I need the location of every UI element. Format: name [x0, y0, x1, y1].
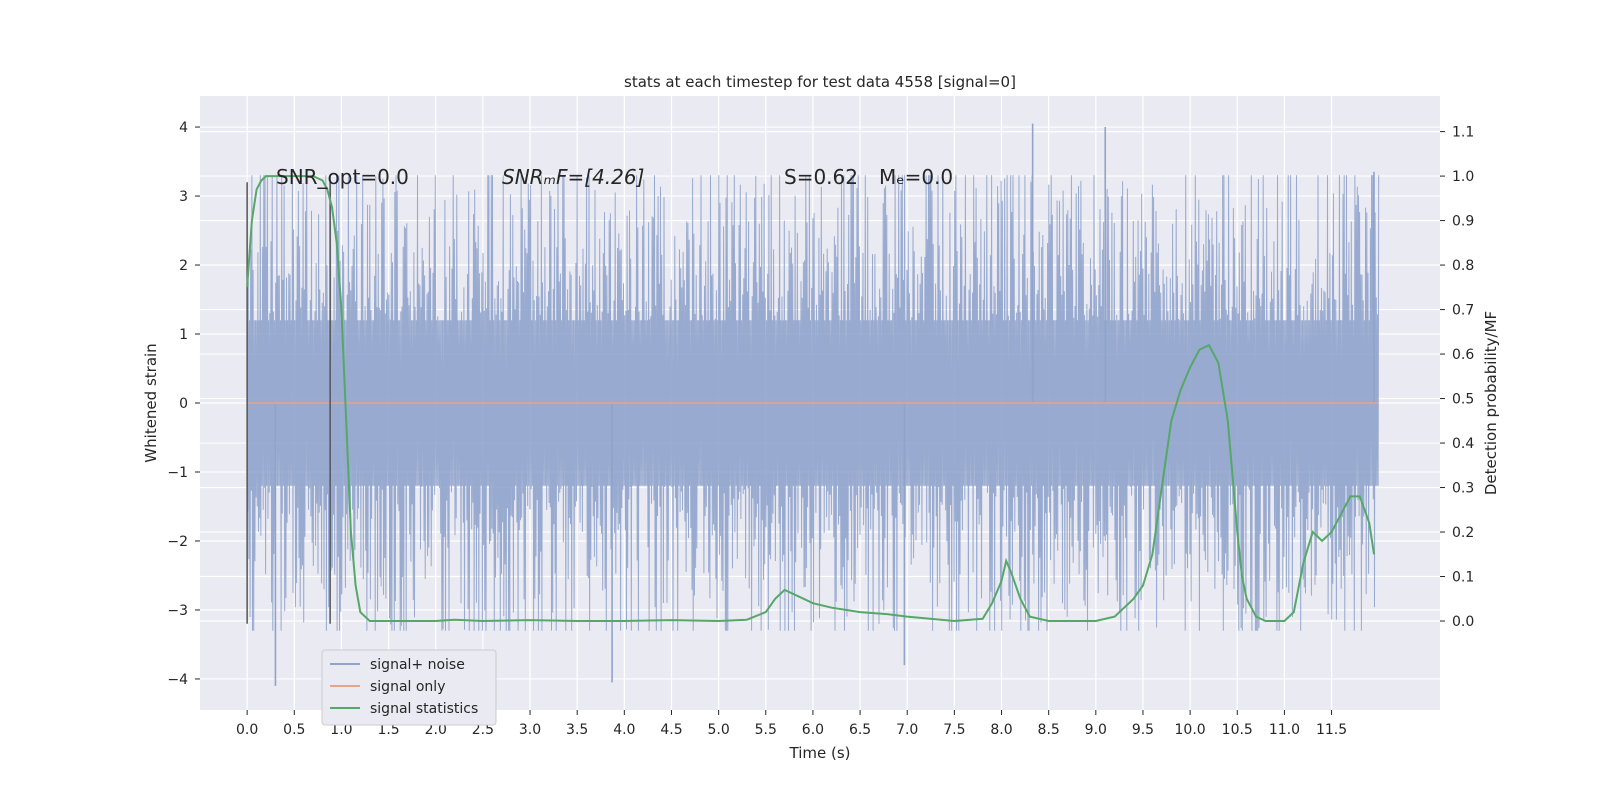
x-tick-label: 4.0 [613, 722, 635, 738]
y-tick-label-left: 2 [179, 258, 188, 274]
x-tick-label: 6.5 [849, 722, 871, 738]
x-tick-label: 5.0 [707, 722, 729, 738]
x-tick-label: 3.5 [566, 722, 588, 738]
series-signal-statistics-line [246, 175, 1375, 623]
y-tick-label-left: −1 [167, 465, 188, 481]
x-tick-label: 7.5 [943, 722, 965, 738]
chart-title: stats at each timestep for test data 455… [624, 73, 1016, 91]
y-tick-label-left: −4 [167, 672, 188, 688]
y-tick-label-right: 1.1 [1452, 125, 1474, 141]
y-tick-label-left: 4 [179, 120, 188, 136]
x-tick-label: 7.0 [896, 722, 918, 738]
y-axis-label-right: Detection probability/MF [1482, 311, 1500, 495]
signal-noise-series [246, 123, 1380, 686]
annotation-chirp-mass: Mₑ=0.0 [879, 165, 953, 189]
x-tick-label: 0.0 [236, 722, 258, 738]
annotation-snr-mf: SNRₘF=[4.26] [502, 165, 644, 189]
x-tick-label: 11.5 [1316, 722, 1347, 738]
y-tick-label-left: −2 [167, 534, 188, 550]
x-tick-label: 9.0 [1085, 722, 1107, 738]
x-tick-label: 1.5 [377, 722, 399, 738]
x-tick-label: 2.0 [425, 722, 447, 738]
legend-label-signal-noise: signal+ noise [370, 657, 465, 673]
y-axis-label-left: Whitened strain [142, 343, 160, 462]
x-tick-label: 3.0 [519, 722, 541, 738]
y-tick-label-right: 0.9 [1452, 214, 1474, 230]
chart-marks [246, 175, 1379, 624]
y-tick-label-right: 0.4 [1452, 436, 1474, 452]
y-tick-label-right: 0.6 [1452, 347, 1474, 363]
x-tick-label: 9.5 [1132, 722, 1154, 738]
x-tick-label: 5.5 [755, 722, 777, 738]
x-tick-label: 11.0 [1269, 722, 1300, 738]
x-tick-label: 2.5 [472, 722, 494, 738]
x-tick-label: 4.5 [660, 722, 682, 738]
y-tick-label-left: 3 [179, 189, 188, 205]
x-tick-label: 10.5 [1222, 722, 1253, 738]
x-tick-label: 0.5 [283, 722, 305, 738]
y-tick-label-right: 0.7 [1452, 303, 1474, 319]
y-tick-label-right: 0.1 [1452, 570, 1474, 586]
y-tick-label-left: 1 [179, 327, 188, 343]
x-axis-label: Time (s) [789, 744, 851, 762]
x-tick-label: 8.5 [1038, 722, 1060, 738]
axis-ticks: 0.0 0.5 1.0 1.5 2.0 2.5 3.0 3.5 4.0 4.5 5.0 5.5 6.0 6… [167, 120, 1474, 738]
y-tick-label-right: 0.0 [1452, 614, 1474, 630]
x-tick-label: 6.0 [802, 722, 824, 738]
y-tick-label-right: 0.3 [1452, 481, 1474, 497]
x-tick-label: 10.0 [1175, 722, 1206, 738]
y-tick-label-left: 0 [179, 396, 188, 412]
legend-box [321, 649, 497, 726]
annotation-statistic: S=0.62 [784, 165, 858, 189]
y-tick-label-right: 1.0 [1452, 169, 1474, 185]
y-tick-label-right: 0.2 [1452, 525, 1474, 541]
series-signal-noise-trace [246, 175, 1380, 631]
y-tick-label-left: −3 [167, 603, 188, 619]
legend-label-signal-statistics: signal statistics [370, 701, 478, 717]
x-tick-label: 1.0 [330, 722, 352, 738]
x-tick-label: 8.0 [990, 722, 1012, 738]
annotation-snr-opt: SNR_opt=0.0 [276, 165, 409, 189]
y-tick-label-right: 0.8 [1452, 258, 1474, 274]
legend-label-signal-only: signal only [370, 679, 445, 695]
y-tick-label-right: 0.5 [1452, 392, 1474, 408]
legend: signal+ noise signal only signal statist… [321, 649, 497, 726]
